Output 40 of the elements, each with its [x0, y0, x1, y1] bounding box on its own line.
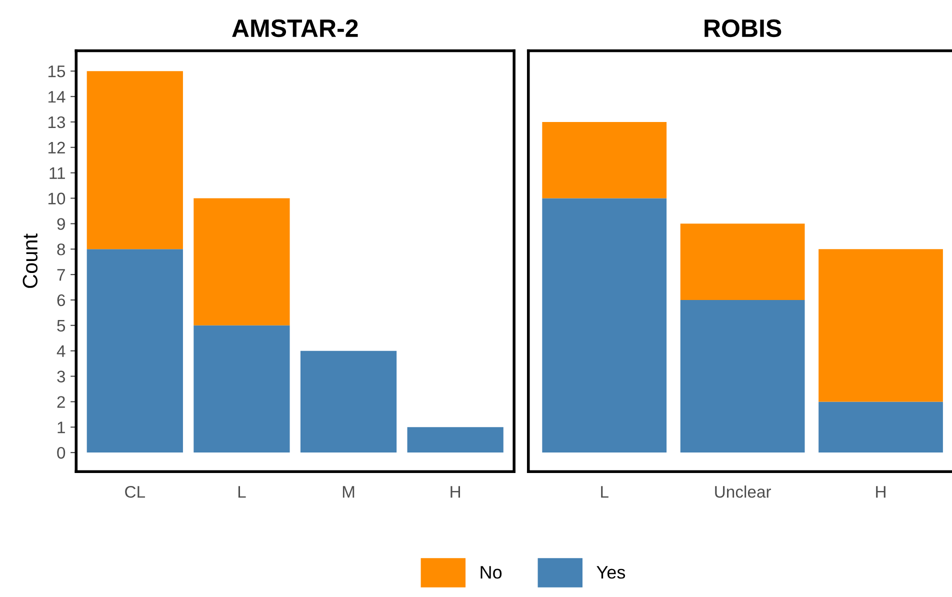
bar	[86, 71, 183, 250]
bar	[542, 122, 667, 198]
y-tick-label: 14	[48, 91, 66, 103]
y-tick-label: 12	[48, 142, 65, 154]
bar	[818, 402, 943, 453]
x-tick-label: Unclear	[715, 486, 771, 498]
bar	[300, 350, 397, 453]
chart-title: AMSTAR-2	[232, 19, 358, 38]
y-tick-label: 7	[57, 269, 65, 281]
x-tick-label: H	[450, 486, 460, 498]
bar	[680, 224, 805, 300]
bar	[542, 198, 667, 453]
y-tick-label: 4	[56, 345, 66, 357]
y-tick-label: 11	[50, 167, 65, 179]
y-tick-label: 13	[48, 116, 66, 128]
bar	[86, 249, 183, 453]
y-axis-title: Count	[22, 234, 38, 288]
y-tick-label: 0	[57, 446, 66, 459]
x-tick-label: H	[876, 486, 886, 498]
bar	[680, 300, 805, 453]
chart-title: ROBIS	[704, 19, 782, 38]
y-tick-label: 5	[57, 320, 66, 332]
y-tick-label: 2	[57, 396, 65, 408]
x-tick-label: CL	[125, 486, 146, 498]
y-tick-label: 15	[48, 66, 66, 78]
legend-label: No	[480, 566, 502, 579]
bar	[407, 427, 504, 453]
bar	[194, 198, 290, 326]
y-tick-label: 8	[57, 244, 66, 256]
bar	[818, 249, 943, 402]
y-tick-label: 9	[57, 218, 65, 230]
legend-label: Yes	[596, 566, 626, 579]
bar	[194, 325, 290, 453]
y-tick-label: 3	[57, 370, 66, 382]
y-tick-label: 1	[58, 422, 65, 434]
y-tick-label: 6	[57, 294, 66, 306]
x-tick-label: L	[238, 486, 246, 498]
y-tick-label: 10	[48, 192, 66, 204]
x-tick-label: M	[342, 486, 354, 498]
x-tick-label: L	[601, 486, 608, 498]
